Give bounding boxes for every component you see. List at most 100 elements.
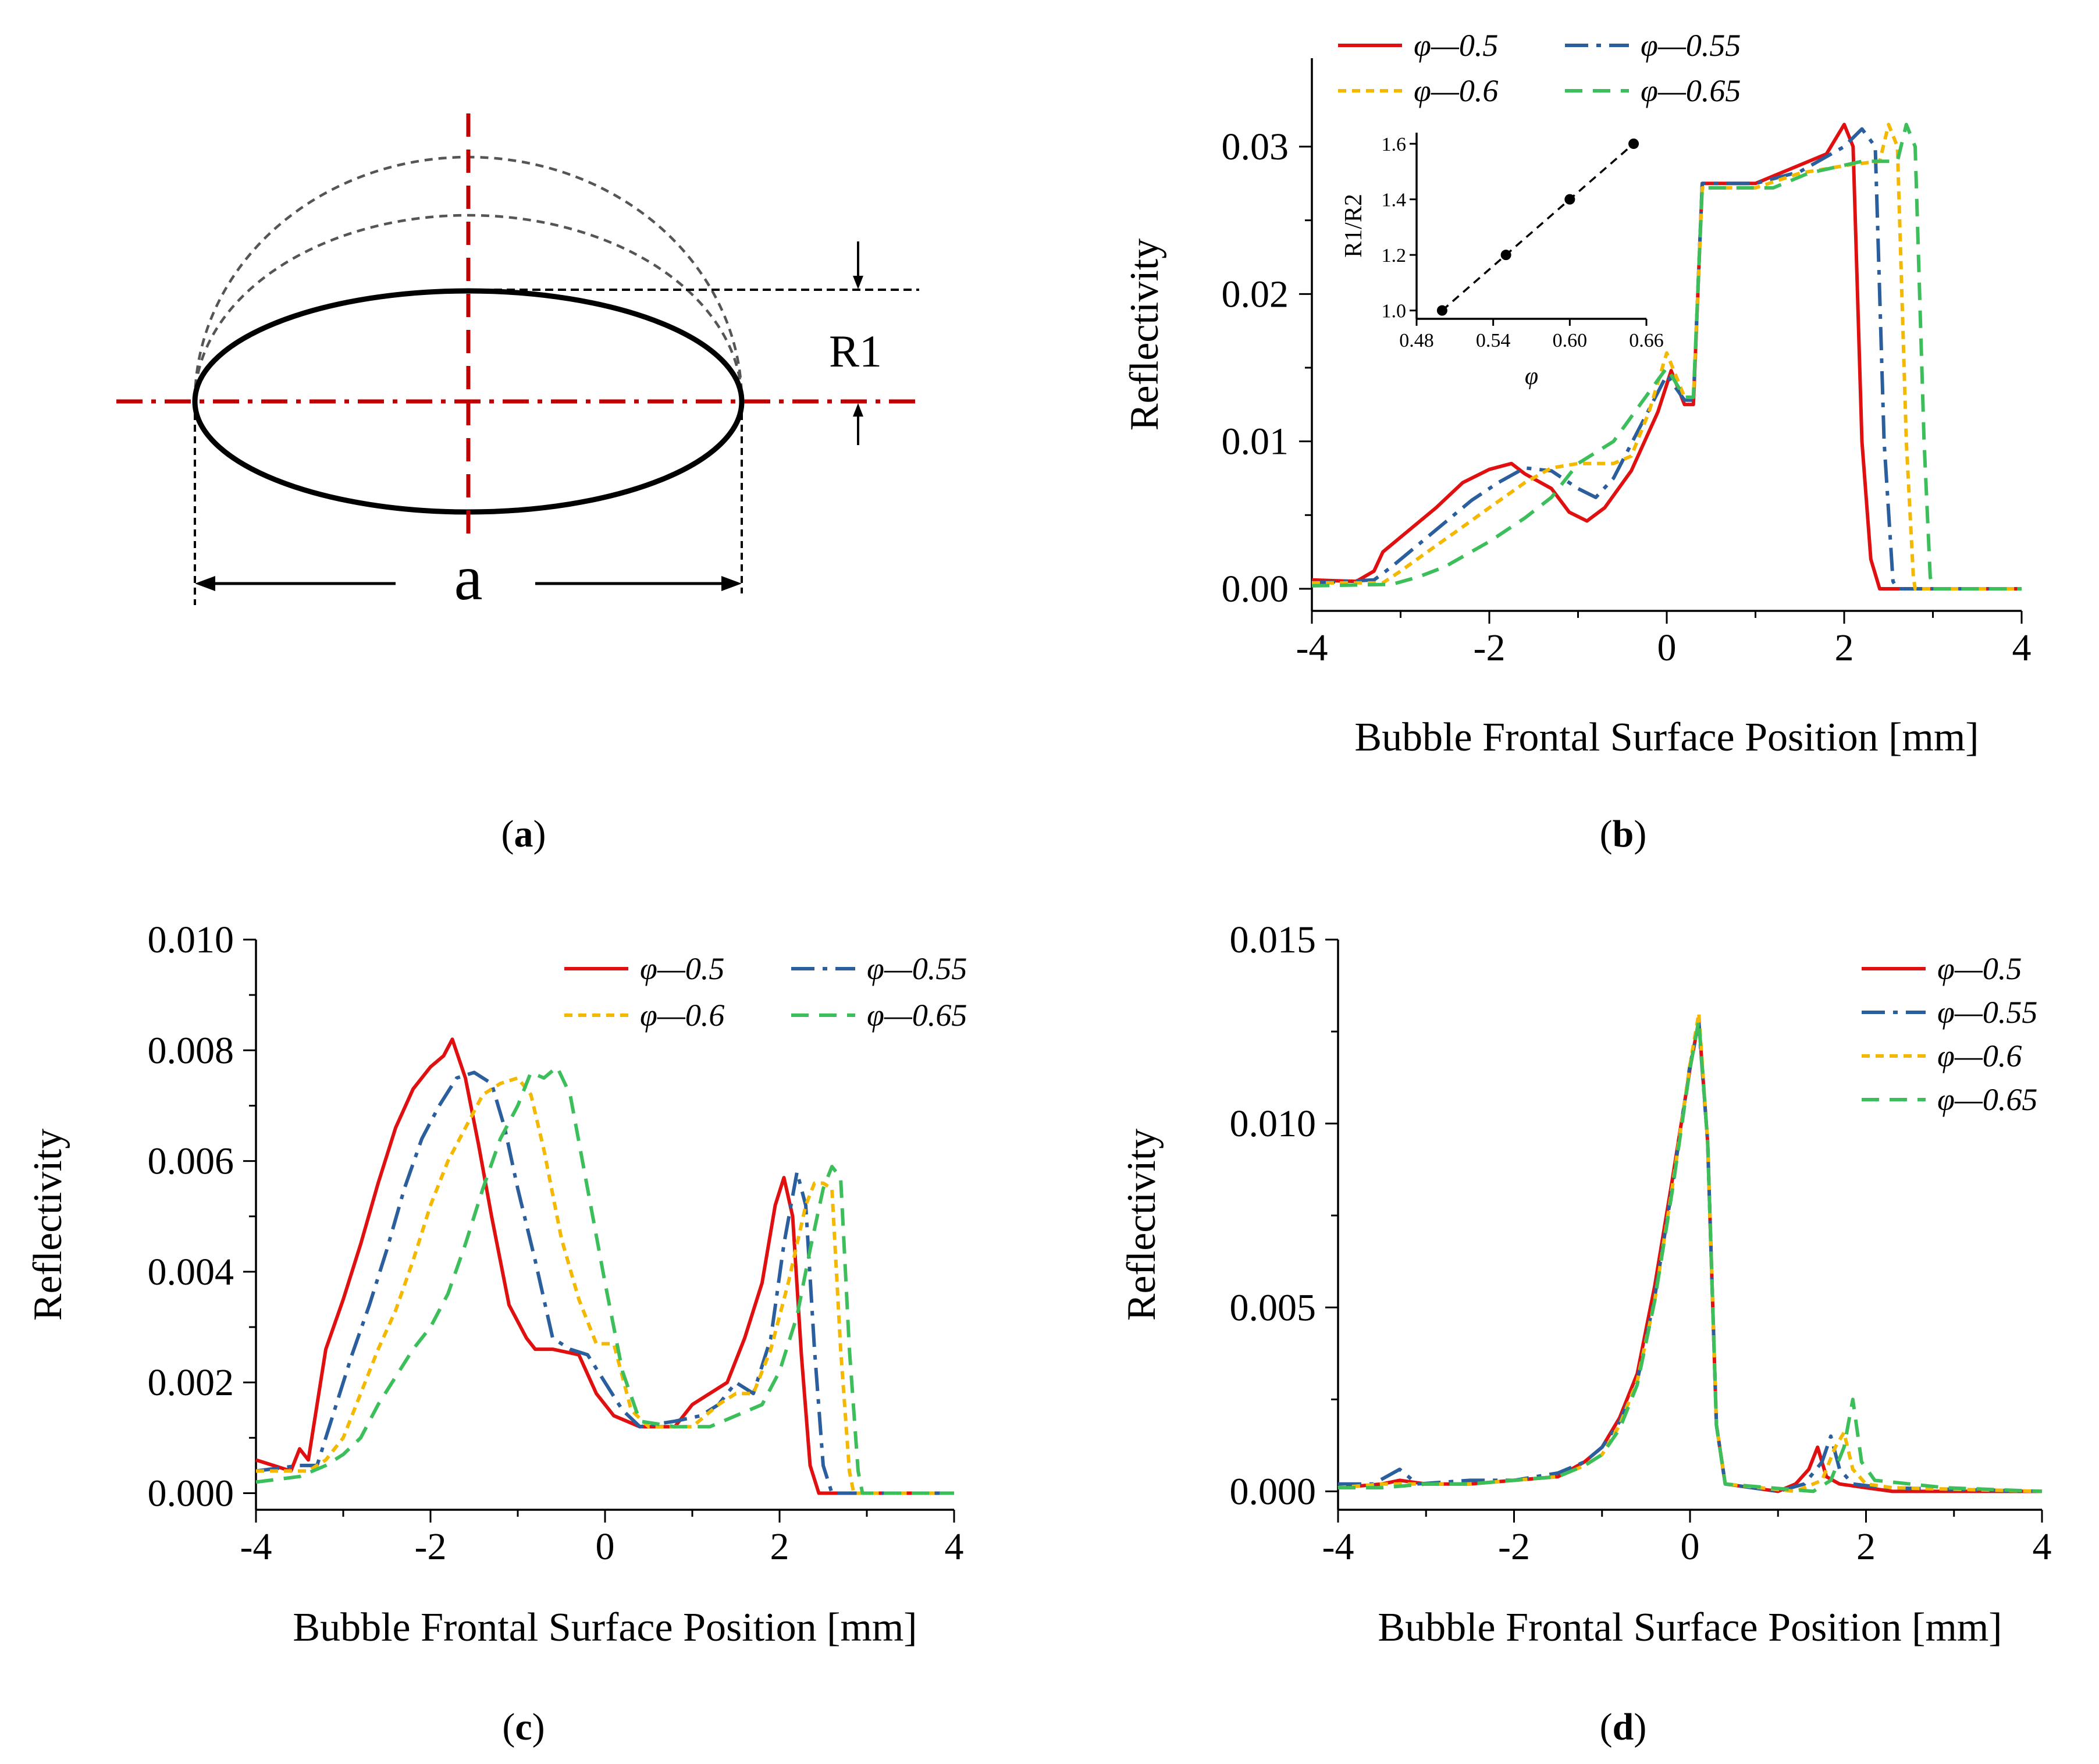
inset-fit-line [1441, 143, 1635, 312]
y-tick-label-c: 0.002 [148, 1361, 234, 1404]
inset-background [1417, 133, 1646, 319]
panel-b-chart: -4 -2 0 2 4 0.00 0.01 0.02 0.03 Bubble Frontal Su… [1122, 28, 2032, 760]
x-tick-label-b: 2 [1835, 627, 1854, 669]
y-tick-label-c: 0.008 [148, 1029, 234, 1072]
legend-label-d-3: φ—0.6 [1937, 1039, 2022, 1073]
x-axis-title-c: Bubble Frontal Surface Position [mm] [293, 1605, 917, 1650]
panel-label-a: (a) [501, 813, 546, 855]
legend-label-d-4: φ—0.65 [1937, 1082, 2037, 1117]
series-line-c-2 [255, 1071, 954, 1495]
inset-x-axis-title: φ [1525, 363, 1538, 390]
legend-label-c-2: φ—0.55 [867, 951, 967, 986]
inset-x-tick-label: 0.48 [1399, 330, 1434, 351]
r1-arrowhead-top [853, 276, 863, 289]
y-tick-label-b: 0.03 [1222, 126, 1289, 168]
svg-text:(c): (c) [502, 1706, 545, 1748]
x-axis-title-b: Bubble Frontal Surface Position [mm] [1354, 715, 1979, 760]
inset-data-point [1500, 250, 1511, 261]
y-tick-label-c: 0.000 [148, 1472, 234, 1514]
panel-d-chart: -4 -2 0 2 4 0.000 0.005 0.010 0.015 Bubble Fronta… [1119, 919, 2052, 1650]
inset-y-tick-label: 1.4 [1382, 190, 1407, 211]
x-tick-label-b: -4 [1296, 627, 1328, 669]
inner-dashed-arc [193, 214, 743, 402]
y-tick-label-b: 0.00 [1222, 568, 1289, 610]
y-axis-title-c: Reflectivity [26, 1129, 70, 1321]
inset-y-tick-label: 1.6 [1382, 134, 1407, 155]
y-axis-title-b: Reflectivity [1122, 239, 1167, 431]
series-line-b-1 [1311, 123, 2022, 591]
x-tick-label-c: -2 [415, 1525, 447, 1568]
inset-data-point [1564, 194, 1575, 205]
svg-text:(d): (d) [1600, 1706, 1647, 1748]
legend-label-b-2: φ—0.55 [1641, 28, 1741, 63]
series-line-d-4 [1338, 1019, 2043, 1493]
series-line-b-2 [1311, 127, 2022, 591]
y-tick-label-b: 0.01 [1222, 421, 1289, 463]
panel-label-d-text: d [1613, 1706, 1634, 1748]
legend-b: φ—0.5 φ—0.55 φ—0.6 φ—0.65 [1338, 28, 1741, 108]
y-tick-label-b: 0.02 [1222, 273, 1289, 315]
y-tick-label-d: 0.000 [1230, 1470, 1317, 1513]
series-line-c-1 [255, 1037, 954, 1495]
inset-x-tick-label: 0.54 [1476, 330, 1511, 351]
legend-label-c-3: φ—0.6 [640, 998, 724, 1033]
panel-label-b: (b) [1600, 813, 1647, 855]
series-line-b-3 [1312, 123, 2022, 591]
panel-label-a-text: a [514, 813, 533, 855]
x-tick-label-d: -2 [1498, 1525, 1530, 1568]
y-tick-label-d: 0.015 [1230, 919, 1317, 961]
y-tick-label-c: 0.010 [148, 919, 234, 961]
x-tick-label-d: 0 [1681, 1525, 1700, 1568]
x-axis-title-d: Bubble Frontal Surface Position [mm] [1378, 1605, 2002, 1650]
r1-label: R1 [829, 326, 882, 376]
series-line-b-4 [1311, 123, 2022, 591]
panel-a-diagram: a R1 [116, 113, 919, 613]
legend-label-b-1: φ—0.5 [1414, 28, 1498, 63]
inset-b: 0.48 0.54 0.60 0.66 1.0 1.2 1.4 1.6 φ R1/R2 [1340, 133, 1664, 390]
inset-y-tick-label: 1.0 [1382, 301, 1407, 322]
y-tick-label-d: 0.010 [1230, 1102, 1317, 1145]
y-tick-label-c: 0.006 [148, 1140, 234, 1183]
panel-label-d: (d) [1600, 1706, 1647, 1748]
y-tick-label-c: 0.004 [148, 1251, 234, 1293]
legend-d: φ—0.5 φ—0.55 φ—0.6 φ—0.65 [1862, 951, 2037, 1117]
x-tick-label-b: 4 [2012, 627, 2032, 669]
legend-label-d-2: φ—0.55 [1937, 995, 2037, 1030]
x-tick-label-d: -4 [1322, 1525, 1354, 1568]
x-tick-label-c: 2 [770, 1525, 789, 1568]
legend-label-d-1: φ—0.5 [1937, 951, 2022, 986]
legend-label-b-4: φ—0.65 [1641, 73, 1741, 108]
x-tick-label-d: 2 [1856, 1525, 1876, 1568]
legend-label-b-3: φ—0.6 [1414, 73, 1498, 108]
inset-data-point [1436, 305, 1447, 316]
panel-label-b-text: b [1613, 813, 1634, 855]
svg-text:(a): (a) [501, 813, 546, 855]
inset-y-tick-label: 1.2 [1382, 245, 1407, 266]
width-arrowhead-left [195, 576, 215, 591]
y-tick-label-d: 0.005 [1230, 1286, 1317, 1329]
inset-x-tick-label: 0.60 [1553, 330, 1588, 351]
inset-x-tick-label: 0.66 [1629, 330, 1664, 351]
inset-data-point [1628, 138, 1639, 150]
panel-label-c: (c) [502, 1706, 545, 1748]
x-tick-label-d: 4 [2033, 1525, 2052, 1568]
x-tick-label-b: -2 [1474, 627, 1506, 669]
legend-label-c-4: φ—0.65 [867, 998, 967, 1033]
legend-c: φ—0.5 φ—0.55 φ—0.6 φ—0.65 [564, 951, 967, 1033]
x-tick-label-c: -4 [240, 1525, 272, 1568]
series-line-c-4 [255, 1065, 954, 1495]
legend-label-c-1: φ—0.5 [640, 951, 724, 986]
width-arrowhead-right [721, 576, 742, 591]
svg-text:(b): (b) [1600, 813, 1647, 855]
r1-arrowhead-bottom [853, 403, 863, 417]
panel-c-chart: -4 -2 0 2 4 0.000 0.002 0.004 0.006 0.008 0.010 Bub… [26, 919, 967, 1650]
panel-label-c-text: c [515, 1706, 532, 1748]
width-label-a: a [454, 542, 483, 613]
x-tick-label-c: 4 [945, 1525, 964, 1568]
x-tick-label-b: 0 [1657, 627, 1677, 669]
x-tick-label-c: 0 [596, 1525, 615, 1568]
y-axis-title-d: Reflectivity [1119, 1129, 1164, 1321]
series-line-d-2 [1338, 1022, 2043, 1493]
inset-y-axis-title: R1/R2 [1340, 194, 1367, 258]
